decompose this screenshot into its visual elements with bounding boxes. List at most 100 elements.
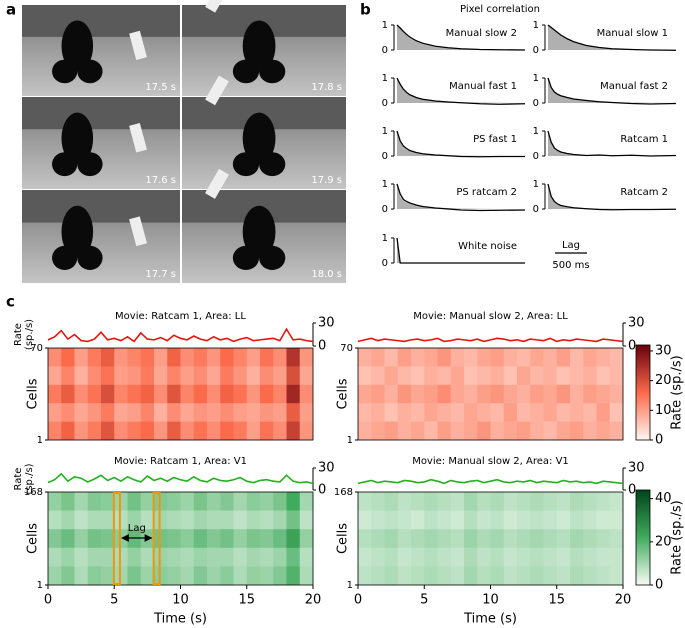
- heat-cell: [583, 348, 597, 367]
- heat-cell: [596, 510, 611, 530]
- heat-cell: [424, 348, 438, 367]
- heat-cell: [127, 348, 142, 367]
- heat-cell: [464, 510, 478, 530]
- heat-cell: [424, 384, 438, 404]
- heat-cell: [286, 366, 301, 386]
- heat-cell: [556, 547, 571, 567]
- heat-cell: [246, 529, 261, 549]
- heat-cell: [450, 403, 465, 422]
- rate-line: [357, 337, 624, 343]
- heat-cell: [114, 366, 128, 386]
- heat-cell: [424, 366, 438, 386]
- heat-cell: [260, 510, 274, 530]
- heat-cell: [517, 492, 531, 511]
- chart-title: Movie: Ratcam 1, Area: V1: [114, 456, 247, 467]
- heat-cell: [450, 510, 465, 530]
- heat-cell: [371, 384, 385, 404]
- heat-cell: [273, 510, 287, 530]
- heat-cell: [358, 529, 372, 549]
- heat-cell: [61, 492, 75, 511]
- heat-cell: [517, 421, 531, 441]
- heat-cell: [556, 348, 571, 367]
- heat-cell: [609, 510, 624, 530]
- heat-cell: [114, 510, 128, 530]
- heat-cell: [397, 384, 412, 404]
- panel-label: a: [6, 1, 16, 19]
- heat-cell: [193, 348, 208, 367]
- area: [548, 184, 676, 209]
- heat-cell: [74, 348, 89, 367]
- heat-cell: [543, 384, 558, 404]
- heat-cell: [556, 421, 571, 441]
- heat-cell: [140, 348, 155, 367]
- heat-cell: [556, 566, 571, 586]
- heat-cell: [140, 510, 155, 530]
- heat-cell: [450, 366, 465, 386]
- heat-cell: [74, 566, 89, 586]
- y-tick-label: 1: [382, 126, 388, 137]
- heat-cell: [530, 510, 544, 530]
- heat-cell: [477, 492, 491, 511]
- heat-cell: [556, 384, 571, 404]
- y-axis-label: Cells: [26, 378, 41, 409]
- heat-cell: [140, 421, 155, 441]
- heat-cell: [477, 566, 491, 586]
- heat-cell: [299, 510, 314, 530]
- heat-cell: [48, 403, 62, 422]
- heat-cell: [530, 403, 544, 422]
- heat-cell: [371, 366, 385, 386]
- heat-cell: [450, 492, 465, 511]
- heat-cell: [530, 547, 544, 567]
- heat-cell: [140, 384, 155, 404]
- heat-cell: [609, 566, 624, 586]
- robot: [259, 59, 286, 84]
- heat-cell: [437, 510, 452, 530]
- heat-cell: [180, 384, 195, 404]
- heat-cell: [384, 510, 399, 530]
- heat-cell: [167, 529, 181, 549]
- heat-cell: [273, 566, 287, 586]
- heat-cell: [61, 348, 75, 367]
- heat-cell: [74, 547, 89, 567]
- heat-cell: [583, 403, 597, 422]
- heat-cell: [207, 529, 221, 549]
- heat-cell: [114, 421, 128, 441]
- heat-cell: [260, 529, 274, 549]
- heat-cell: [246, 492, 261, 511]
- line: [396, 77, 526, 105]
- heat-cell: [543, 547, 558, 567]
- heat-cell: [286, 421, 301, 441]
- heat-cell: [154, 529, 168, 549]
- y-tick-label: 0: [533, 45, 539, 56]
- heat-cell: [358, 547, 372, 567]
- heat-cell: [570, 366, 584, 386]
- heat-cell: [477, 403, 491, 422]
- robot: [61, 112, 94, 165]
- heat-cell: [114, 348, 128, 367]
- heat-cell: [180, 566, 195, 586]
- heat-cell: [570, 384, 584, 404]
- heat-cell: [384, 529, 399, 549]
- heat-cell: [556, 510, 571, 530]
- frame-wall: [22, 5, 180, 37]
- heat-cell: [437, 421, 452, 441]
- heat-cell: [101, 529, 115, 549]
- heat-cell: [127, 566, 142, 586]
- heat-cell: [556, 492, 571, 511]
- heat-cell: [193, 492, 208, 511]
- heat-cell: [154, 348, 168, 367]
- x-axis-label: Time (s): [153, 612, 207, 627]
- heat-cell: [87, 566, 102, 586]
- heat-cell: [87, 384, 102, 404]
- heat-cell: [299, 421, 314, 441]
- y-tick-label: 1: [382, 20, 388, 31]
- area: [548, 25, 676, 50]
- y-tick-label: 168: [24, 487, 43, 498]
- robot: [259, 152, 286, 177]
- heat-cell: [517, 510, 531, 530]
- heat-cell: [437, 529, 452, 549]
- heat-cell: [180, 529, 195, 549]
- heat-cell: [437, 403, 452, 422]
- heat-cell: [464, 547, 478, 567]
- timestamp: 17.9 s: [311, 175, 342, 186]
